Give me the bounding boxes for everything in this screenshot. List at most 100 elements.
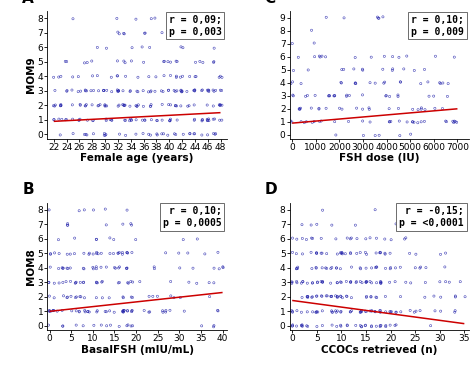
Point [121,102,129,108]
Point [153,131,161,137]
Point [205,89,212,95]
Point [102,264,110,270]
Point [386,119,393,125]
Point [51,88,59,93]
Point [102,131,109,137]
Point [114,73,121,79]
Point [358,324,365,329]
Point [73,308,80,314]
Point [288,308,295,313]
Point [179,73,186,79]
Point [120,309,128,315]
Point [386,322,394,328]
Point [376,308,383,313]
Point [288,280,296,286]
Point [150,264,158,270]
Point [81,207,88,213]
Point [157,88,165,94]
Point [120,102,128,108]
Point [81,60,88,66]
Point [377,250,384,256]
Point [332,308,339,314]
Point [377,308,384,313]
Point [172,103,179,109]
Point [210,324,218,330]
X-axis label: BasalFSH (mIU/mL): BasalFSH (mIU/mL) [81,345,194,355]
Point [375,132,383,138]
Point [205,280,213,286]
Point [344,323,351,329]
Point [160,73,168,79]
Point [409,119,417,125]
Point [98,322,105,328]
Point [114,250,122,256]
Point [210,265,218,271]
Point [80,280,87,286]
Point [153,118,161,124]
Point [75,117,83,123]
Point [356,279,364,285]
Point [303,323,310,329]
Point [158,117,166,123]
Point [74,89,82,95]
Point [436,80,444,86]
Point [309,236,316,242]
Point [294,54,302,60]
Point [380,80,388,86]
Point [366,80,374,86]
Point [347,279,355,285]
Point [322,105,330,111]
Point [337,279,344,285]
Point [211,31,219,37]
Point [158,131,165,137]
Point [106,235,114,241]
Point [101,132,109,138]
Point [124,322,132,328]
Point [314,280,321,286]
Point [288,279,296,285]
Point [215,266,223,272]
Point [425,93,433,99]
Point [308,235,315,241]
Point [342,251,349,257]
Point [176,295,184,301]
Point [361,323,369,329]
Point [49,308,57,313]
Point [51,103,58,109]
Point [128,58,135,64]
X-axis label: Female age (years): Female age (years) [81,153,194,163]
Point [210,88,218,94]
Point [431,105,438,111]
Point [322,265,329,271]
Point [113,16,121,22]
Point [89,265,97,270]
Point [347,295,355,301]
Point [205,88,212,93]
Point [406,308,414,313]
Point [338,106,346,112]
Point [132,237,139,243]
Point [94,103,102,109]
Point [103,323,110,329]
Point [347,279,355,285]
Point [387,118,394,124]
Point [92,264,100,270]
Point [57,102,65,108]
Point [310,40,318,46]
Point [123,250,131,256]
Point [146,309,154,315]
Point [367,293,375,299]
Point [177,87,185,93]
Point [357,266,365,272]
Point [57,73,64,79]
Point [163,222,171,228]
Point [382,265,389,271]
Point [147,16,155,22]
Point [407,131,414,137]
Point [167,220,175,226]
Point [218,117,226,123]
Point [289,235,296,241]
Point [325,92,333,98]
Point [359,67,366,73]
Point [121,60,129,66]
